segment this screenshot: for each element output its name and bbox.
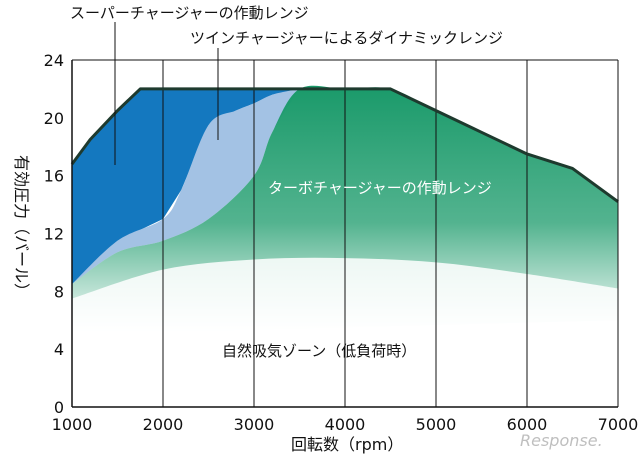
y-tick-0: 0 bbox=[54, 398, 64, 417]
envelope-outline bbox=[70, 87, 619, 203]
supercharger-area bbox=[72, 88, 391, 285]
y-tick-16: 16 bbox=[44, 167, 64, 186]
y-tick-8: 8 bbox=[54, 282, 64, 301]
y-tick-4: 4 bbox=[54, 340, 64, 359]
y-tick-12: 12 bbox=[44, 225, 64, 244]
x-tick-5000: 5000 bbox=[416, 415, 457, 434]
twincharger-label: ツインチャージャーによるダイナミックレンジ bbox=[190, 29, 503, 47]
y-tick-24: 24 bbox=[44, 51, 64, 70]
y-tick-labels: 0 4 8 12 16 20 24 bbox=[44, 51, 64, 417]
x-tick-4000: 4000 bbox=[325, 415, 366, 434]
x-axis-title: 回転数（rpm） bbox=[291, 435, 403, 454]
x-tick-1000: 1000 bbox=[52, 415, 93, 434]
twincharger-area bbox=[72, 88, 300, 285]
x-tick-labels: 1000 2000 3000 4000 5000 6000 7000 bbox=[52, 415, 639, 434]
y-axis-title: 有効圧力（バール） bbox=[12, 155, 31, 299]
envelope-line bbox=[70, 87, 619, 203]
x-tick-6000: 6000 bbox=[507, 415, 548, 434]
vertical-gridlines bbox=[162, 60, 528, 407]
plot-areas bbox=[72, 85, 618, 407]
label-leader-lines bbox=[114, 22, 219, 165]
y-tick-20: 20 bbox=[44, 109, 64, 128]
x-tick-3000: 3000 bbox=[234, 415, 275, 434]
supercharger-label: スーパーチャージャーの作動レンジ bbox=[70, 4, 309, 22]
turbo-label: ターボチャージャーの作動レンジ bbox=[268, 179, 492, 197]
axes bbox=[71, 59, 619, 408]
x-tick-7000: 7000 bbox=[598, 415, 639, 434]
x-tick-2000: 2000 bbox=[143, 415, 184, 434]
watermark-text: Response. bbox=[520, 431, 603, 450]
natural-aspiration-label: 自然吸気ゾーン（低負荷時） bbox=[222, 342, 416, 360]
